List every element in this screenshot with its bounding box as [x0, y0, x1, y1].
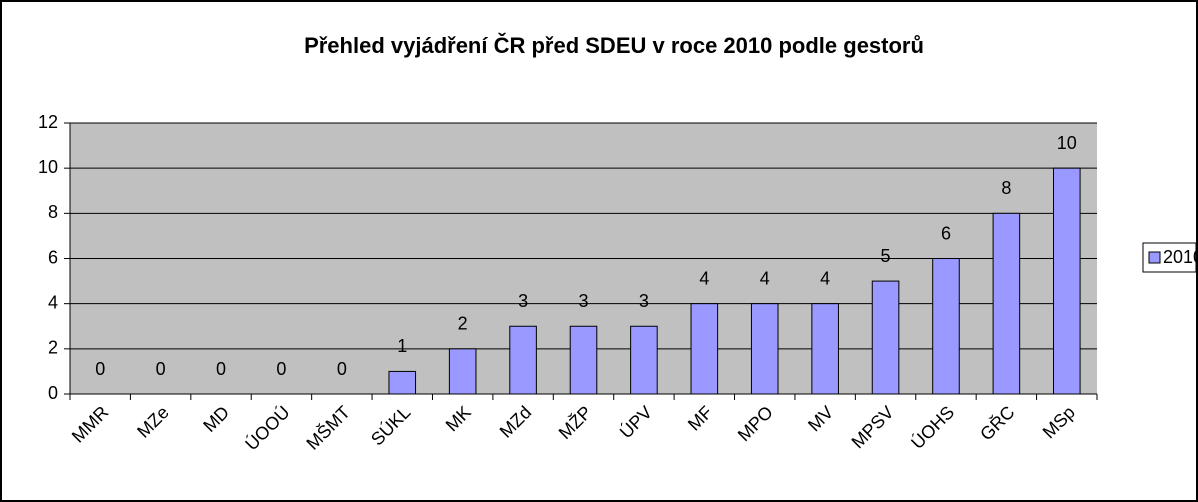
y-tick-label: 0	[48, 383, 58, 403]
data-label: 0	[276, 359, 286, 379]
data-label: 4	[699, 268, 709, 288]
bar	[569, 325, 598, 395]
data-label: 6	[941, 223, 951, 243]
bar	[509, 325, 537, 395]
data-label: 0	[337, 359, 347, 379]
bar	[388, 370, 417, 395]
y-tick-label: 6	[48, 247, 58, 267]
data-label: 8	[1001, 178, 1011, 198]
data-label: 1	[397, 336, 407, 356]
data-label: 3	[518, 291, 528, 311]
bar	[992, 212, 1021, 395]
y-tick-label: 8	[48, 202, 58, 222]
y-tick-label: 12	[38, 112, 58, 132]
bar	[448, 348, 477, 395]
bar	[750, 303, 779, 395]
bar	[630, 325, 658, 395]
bar	[811, 303, 839, 395]
legend-swatch	[1148, 251, 1161, 264]
bar	[1053, 167, 1081, 395]
bar	[871, 280, 900, 395]
data-label: 0	[156, 359, 166, 379]
y-tick-label: 4	[48, 292, 58, 312]
data-label: 4	[820, 268, 830, 288]
data-label: 10	[1057, 133, 1077, 153]
y-tick-label: 10	[38, 157, 58, 177]
data-label: 3	[639, 291, 649, 311]
data-label: 5	[881, 246, 891, 266]
y-tick-label: 2	[48, 338, 58, 358]
data-label: 0	[216, 359, 226, 379]
bar	[690, 303, 719, 395]
data-label: 2	[458, 314, 468, 334]
data-label: 4	[760, 268, 770, 288]
legend-label: 2010	[1163, 247, 1198, 267]
chart-title: Přehled vyjádření ČR před SDEU v roce 20…	[304, 33, 924, 58]
data-label: 0	[95, 359, 105, 379]
data-label: 3	[578, 291, 588, 311]
bar	[932, 258, 960, 395]
